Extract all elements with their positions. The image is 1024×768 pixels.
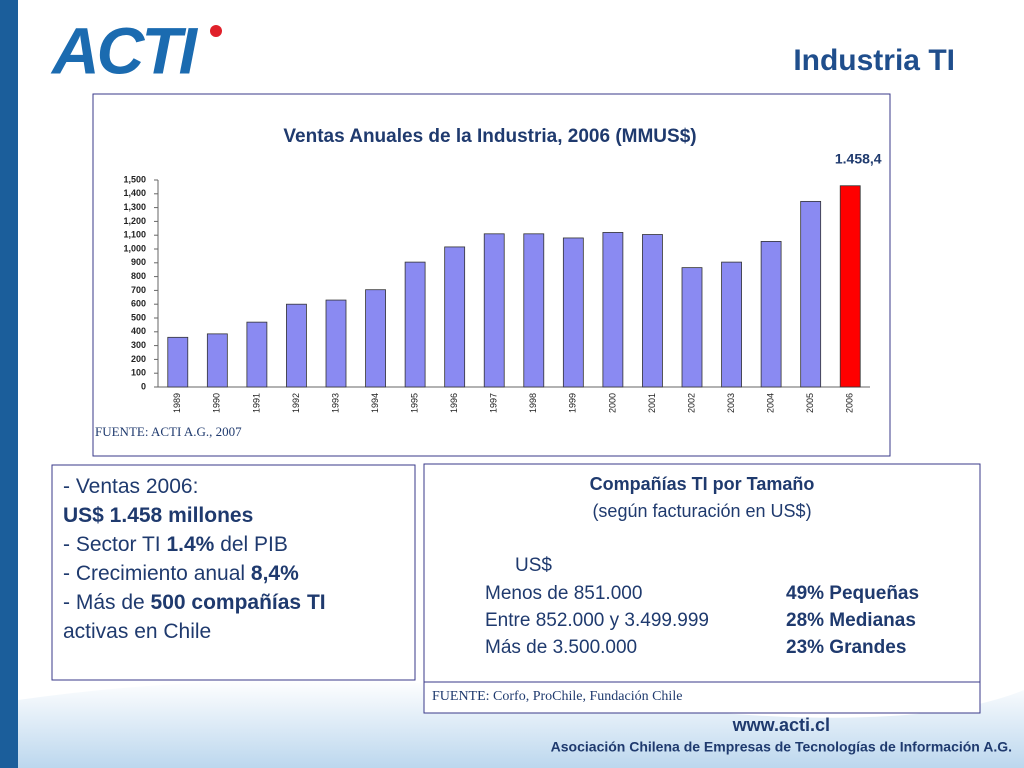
info-line: - Más de 500 compañías TI [63, 591, 326, 614]
y-tick-label: 1,500 [123, 174, 146, 184]
size-range: Entre 852.000 y 3.499.999 [485, 610, 709, 631]
left-box [51, 464, 416, 681]
unit-label: US$ [515, 555, 552, 576]
bar [642, 234, 663, 388]
x-tick-label: 1989 [172, 393, 182, 413]
y-tick-label: 500 [131, 312, 146, 322]
value-label: 1.458,4 [835, 150, 882, 166]
x-tick-label: 1997 [489, 393, 499, 413]
x-tick-label: 1999 [568, 393, 578, 413]
slide-title: Industria TI [793, 44, 955, 77]
box-subtitle: (según facturación en US$) [592, 501, 811, 521]
x-tick-label: 1991 [251, 393, 261, 413]
y-tick-label: 1,200 [123, 216, 146, 226]
y-tick-label: 700 [131, 285, 146, 295]
x-tick-label: 1994 [370, 393, 380, 413]
x-tick-label: 1995 [409, 393, 419, 413]
info-segment: - Más de [63, 591, 151, 614]
x-tick-label: 2006 [845, 393, 855, 413]
bar [286, 303, 307, 388]
side-bar [0, 0, 18, 768]
size-share: 28% Medianas [786, 610, 916, 631]
logo-dot [210, 25, 222, 37]
bar [562, 237, 584, 388]
chart-title: Ventas Anuales de la Industria, 2006 (MM… [283, 126, 696, 147]
bar [523, 233, 545, 388]
chart-source: FUENTE: ACTI A.G., 2007 [95, 424, 242, 439]
x-tick-label: 2001 [647, 393, 657, 413]
y-tick-label: 400 [131, 326, 146, 336]
bar [483, 233, 505, 388]
y-tick-label: 600 [131, 299, 146, 309]
right-box [423, 463, 981, 714]
info-line: activas en Chile [63, 620, 211, 643]
size-share: 23% Grandes [786, 637, 906, 658]
y-tick-label: 300 [131, 340, 146, 350]
y-tick-label: 1,100 [123, 230, 146, 240]
y-tick-label: 900 [131, 257, 146, 267]
size-range: Menos de 851.000 [485, 583, 642, 604]
bar [602, 232, 624, 388]
x-tick-label: 2002 [686, 393, 696, 413]
footer-organization: Asociación Chilena de Empresas de Tecnol… [551, 739, 1012, 755]
bar [365, 289, 386, 388]
y-tick-label: 1,300 [123, 202, 146, 212]
y-tick-label: 1,000 [123, 243, 146, 253]
info-segment: - Ventas 2006: [63, 475, 198, 498]
x-tick-label: 1990 [212, 393, 222, 413]
info-line: - Ventas 2006: [63, 475, 198, 498]
info-segment: - Crecimiento anual [63, 562, 251, 585]
y-tick-label: 800 [131, 271, 146, 281]
info-segment: 8,4% [251, 562, 299, 585]
bar [681, 267, 703, 388]
info-line: US$ 1.458 millones [63, 504, 253, 527]
size-range: Más de 3.500.000 [485, 637, 637, 658]
box-source: FUENTE: Corfo, ProChile, Fundación Chile [432, 689, 682, 704]
info-segment: US$ 1.458 millones [63, 504, 253, 527]
bar [839, 185, 861, 388]
info-segment: 500 compañías TI [151, 591, 326, 614]
x-tick-label: 1998 [528, 393, 538, 413]
x-tick-label: 1996 [449, 393, 459, 413]
x-tick-label: 2005 [805, 393, 815, 413]
x-tick-label: 2000 [607, 393, 617, 413]
bar [444, 246, 466, 388]
info-segment: activas en Chile [63, 620, 211, 643]
y-tick-label: 1,400 [123, 188, 146, 198]
bar [206, 333, 228, 388]
size-share: 49% Pequeñas [786, 583, 919, 604]
bar [246, 321, 268, 388]
info-segment: del PIB [214, 533, 288, 556]
info-line: - Crecimiento anual 8,4% [63, 562, 299, 585]
info-line: - Sector TI 1.4% del PIB [63, 533, 288, 556]
bar [800, 200, 822, 388]
y-tick-label: 200 [131, 354, 146, 364]
y-tick-label: 0 [141, 381, 146, 391]
bar [167, 336, 189, 388]
bar [404, 261, 426, 388]
bar [721, 261, 742, 388]
info-segment: - Sector TI [63, 533, 166, 556]
x-tick-label: 2003 [726, 393, 736, 413]
info-segment: 1.4% [166, 533, 214, 556]
wave [18, 680, 1024, 768]
x-tick-label: 1993 [330, 393, 340, 413]
logo: ACTI [50, 13, 199, 87]
bar [325, 299, 347, 388]
x-tick-label: 1992 [291, 393, 301, 413]
bar [760, 241, 782, 388]
footer-url: www.acti.cl [732, 715, 830, 735]
x-tick-label: 2004 [765, 393, 775, 413]
y-tick-label: 100 [131, 368, 146, 378]
box-title: Compañías TI por Tamaño [590, 474, 815, 494]
